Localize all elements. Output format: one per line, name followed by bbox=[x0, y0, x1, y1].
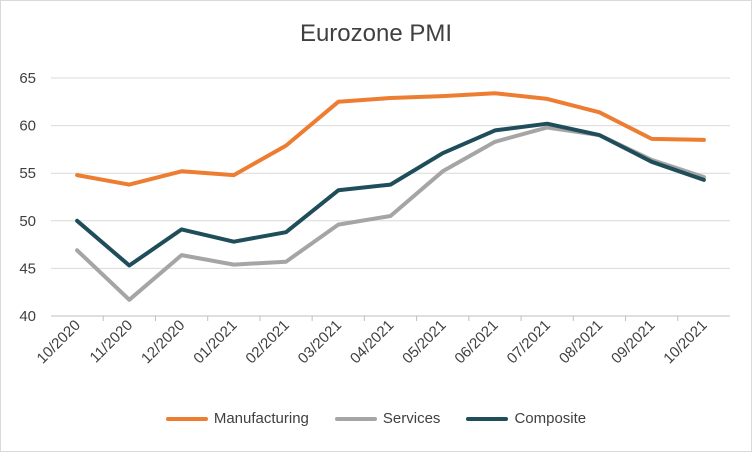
legend-swatch bbox=[466, 416, 509, 421]
chart-title: Eurozone PMI bbox=[299, 20, 453, 47]
x-axis: 10/2020 11/2020 12/2020 01/2021 02/2021 03/20… bbox=[34, 316, 711, 367]
legend-item-manufacturing: Manufacturing bbox=[165, 410, 309, 427]
legend: Manufacturing Services Composite bbox=[0, 410, 752, 427]
legend-label: Composite bbox=[514, 410, 587, 427]
x-tick-label: 06/2021 bbox=[451, 317, 501, 367]
legend-item-composite: Composite bbox=[466, 410, 586, 427]
x-tick-label: 11/2020 bbox=[87, 317, 137, 367]
x-tick-label: 01/2021 bbox=[190, 317, 240, 367]
series-lines bbox=[75, 91, 706, 302]
legend-label: Services bbox=[382, 410, 441, 427]
x-tick-label: 04/2021 bbox=[347, 317, 397, 367]
x-tick-label: 05/2021 bbox=[399, 317, 449, 367]
y-tick-label: 45 bbox=[19, 260, 36, 277]
x-tick-label: 08/2021 bbox=[556, 317, 606, 367]
legend-item-services: Services bbox=[334, 410, 441, 427]
series-line-composite bbox=[75, 121, 706, 268]
y-tick-label: 65 bbox=[19, 70, 36, 87]
legend-swatch bbox=[165, 416, 208, 421]
x-tick-label: 02/2021 bbox=[242, 317, 292, 367]
x-tick-label: 10/2021 bbox=[660, 317, 710, 367]
x-tick-label: 09/2021 bbox=[608, 317, 658, 367]
y-tick-label: 40 bbox=[19, 308, 36, 325]
y-tick-label: 60 bbox=[19, 118, 36, 135]
y-axis: 40 45 50 55 60 65 bbox=[19, 70, 36, 325]
x-tick-label: 07/2021 bbox=[504, 317, 554, 367]
series-line-manufacturing bbox=[75, 91, 706, 187]
x-tick-label: 03/2021 bbox=[295, 317, 345, 367]
x-tick-label: 12/2020 bbox=[138, 317, 188, 367]
x-tick-label: 10/2020 bbox=[34, 317, 84, 367]
y-tick-label: 55 bbox=[19, 165, 36, 182]
y-tick-label: 50 bbox=[19, 213, 36, 230]
legend-swatch bbox=[334, 416, 377, 421]
series-line-services bbox=[75, 125, 706, 302]
legend-label: Manufacturing bbox=[213, 410, 309, 427]
